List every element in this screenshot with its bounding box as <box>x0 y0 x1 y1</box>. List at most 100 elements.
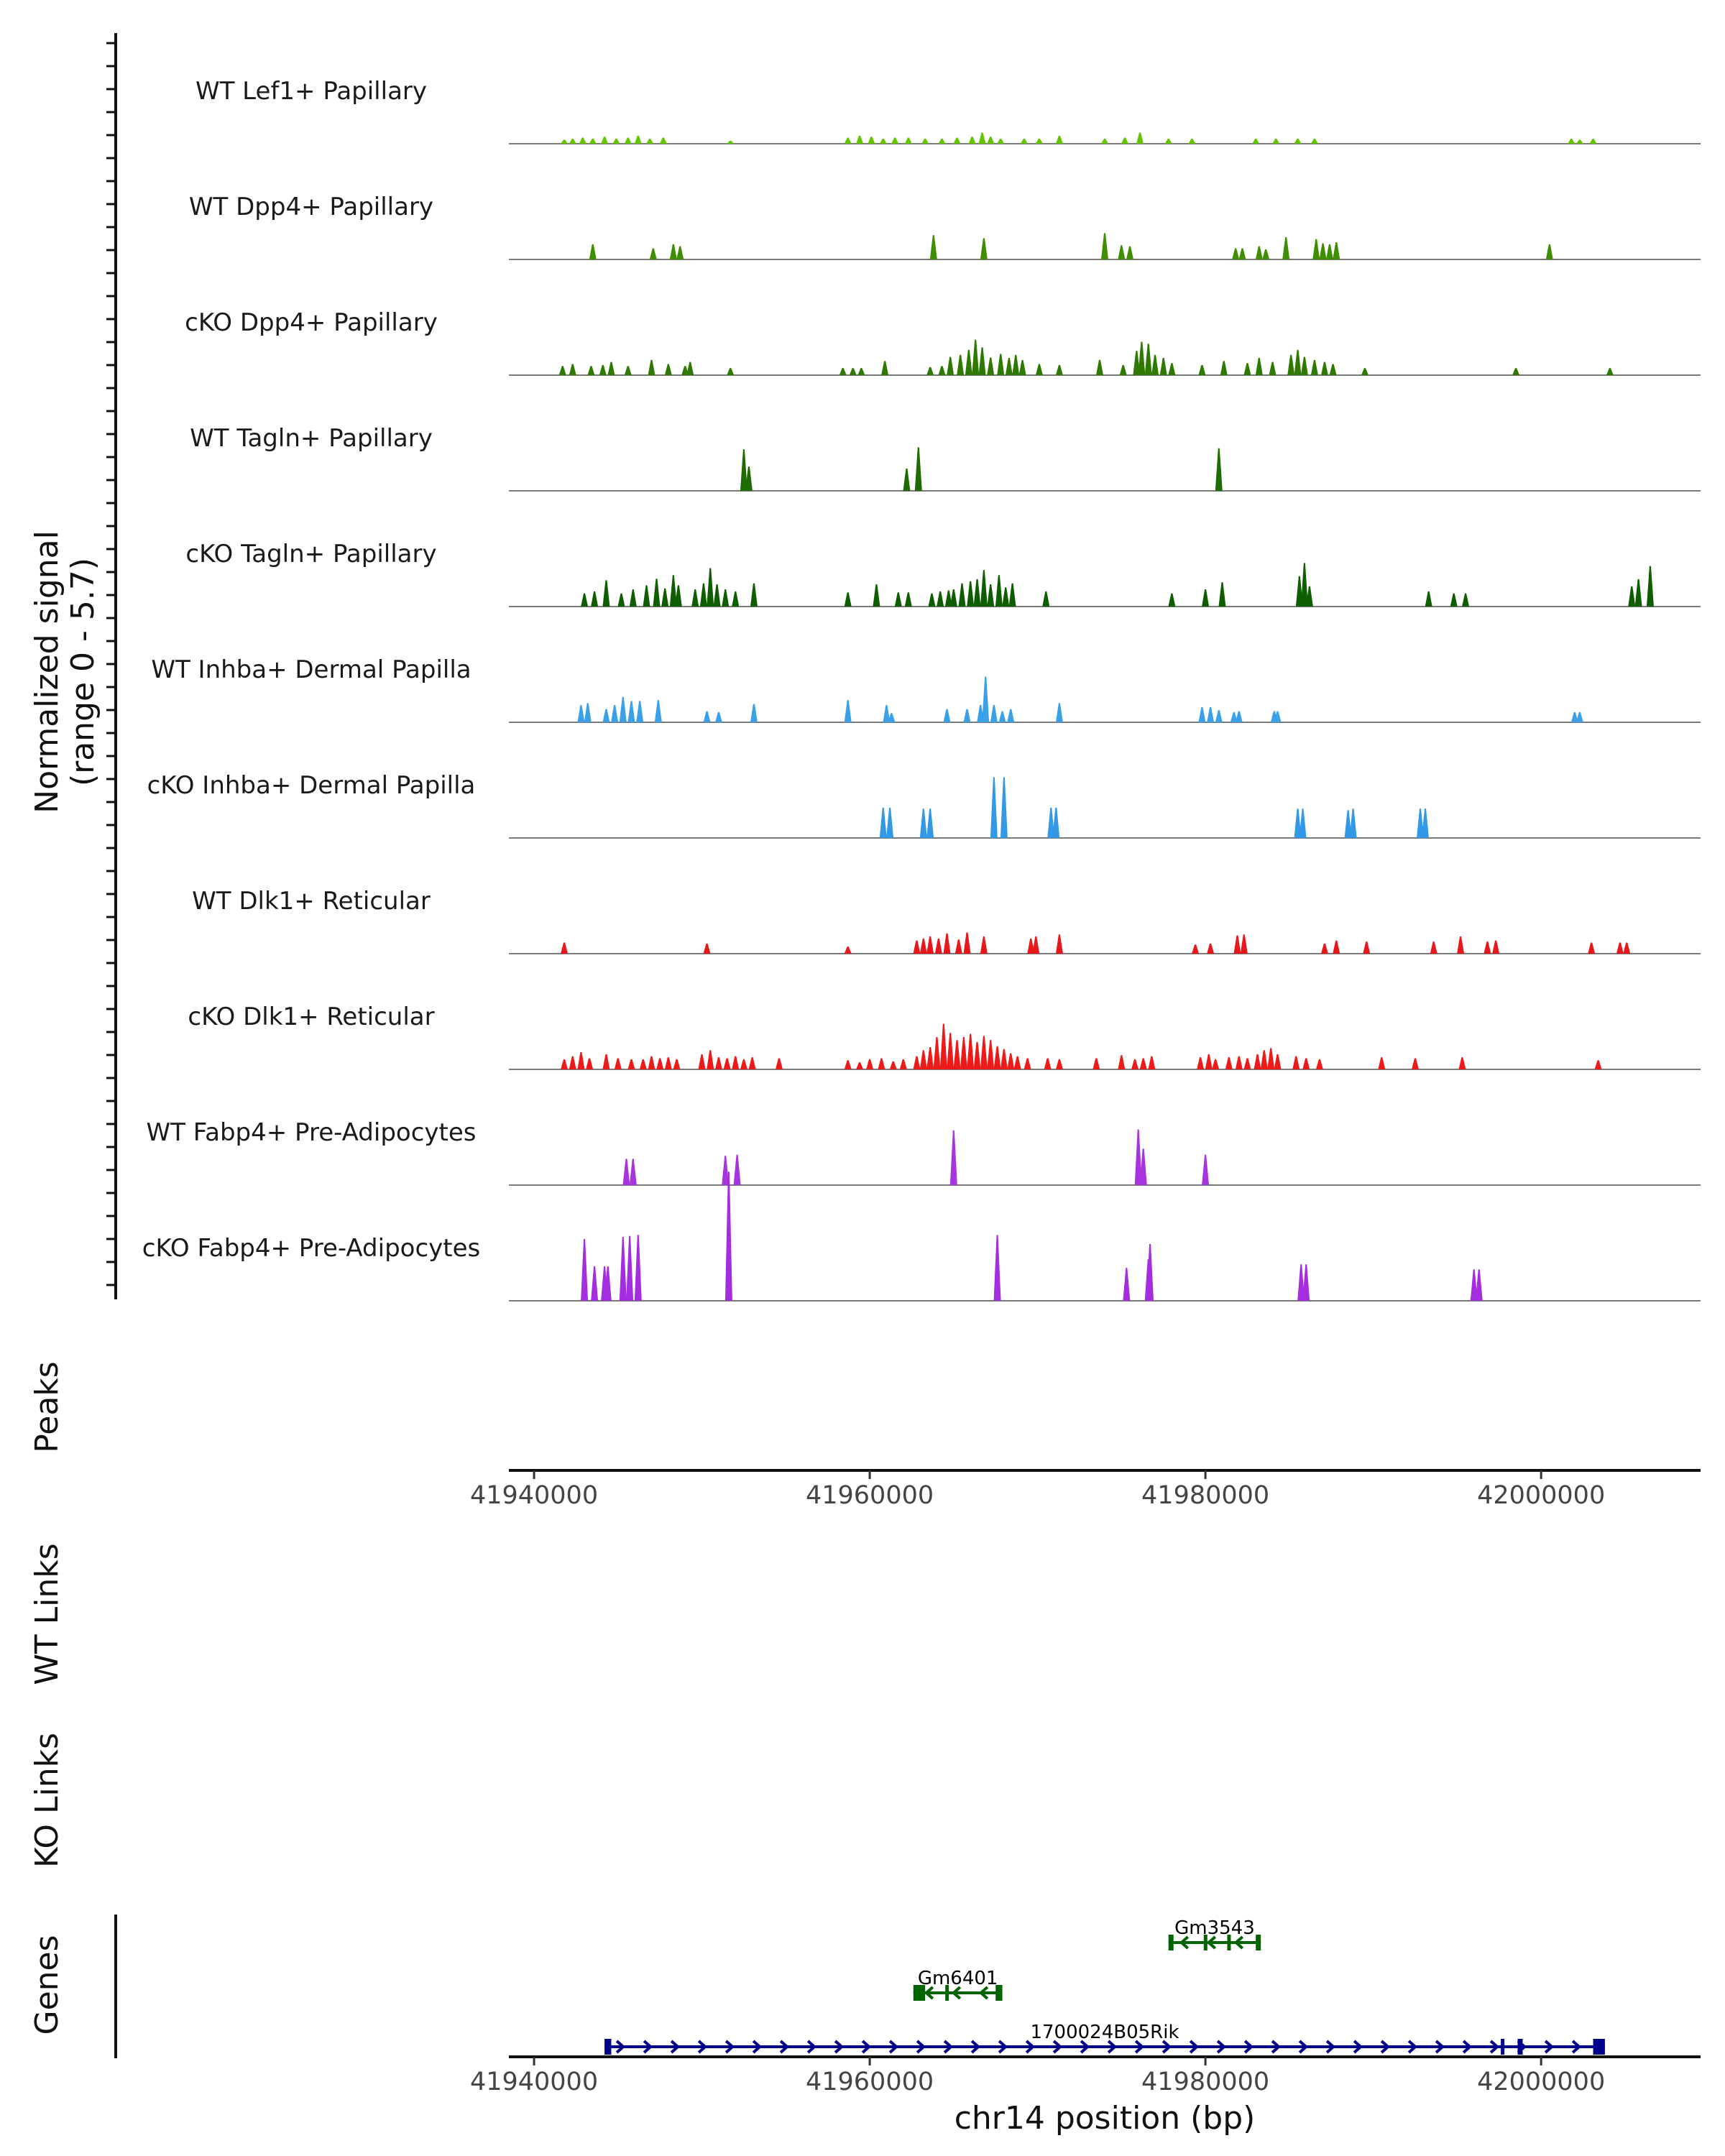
signal-peak <box>1188 138 1196 144</box>
signal-peak <box>954 939 962 954</box>
signal-peak <box>577 705 585 722</box>
signal-peak <box>602 580 610 607</box>
signal-peak <box>599 364 607 375</box>
signal-peak <box>881 361 889 375</box>
signal-peak <box>707 1050 714 1069</box>
signal-peak <box>707 568 714 607</box>
signal-peak <box>1576 711 1583 722</box>
x-tick-label: 42000000 <box>1477 1481 1605 1510</box>
signal-peak <box>558 366 566 375</box>
strand-arrow <box>1080 2040 1090 2054</box>
signal-peak <box>1035 364 1043 375</box>
signal-peak <box>913 940 921 954</box>
signal-peak <box>1092 1058 1100 1069</box>
strand-arrow <box>1380 2040 1391 2054</box>
signal-peak <box>1588 942 1596 954</box>
signal-peak <box>963 709 971 722</box>
signal-peak <box>1576 139 1583 144</box>
signal-peak <box>1136 132 1144 144</box>
signal-peak <box>611 705 619 722</box>
signal-peak <box>673 1059 681 1069</box>
signal-peak <box>1425 591 1432 607</box>
signal-peak <box>968 137 976 144</box>
signal-peak <box>1238 248 1246 259</box>
signal-peak <box>569 1056 576 1069</box>
signal-peak <box>577 1052 585 1069</box>
signal-peak <box>1616 942 1624 954</box>
signal-peak <box>1055 135 1063 144</box>
track-label: cKO Dpp4+ Papillary <box>185 308 438 337</box>
signal-peak <box>629 589 637 607</box>
signal-peak <box>1047 807 1055 838</box>
signal-peak <box>1207 706 1215 722</box>
strand-arrow <box>1162 2040 1172 2054</box>
strand-arrow <box>615 2040 626 2054</box>
signal-peak <box>561 139 569 144</box>
strand-arrow <box>670 2040 681 2054</box>
x-tick-label: 42000000 <box>1477 2068 1605 2096</box>
signal-peak <box>561 1059 569 1069</box>
signal-peak <box>1512 368 1520 375</box>
signal-peak <box>1299 808 1307 838</box>
signal-peak <box>649 248 657 259</box>
x-tick-label: 41960000 <box>806 2068 934 2096</box>
gene-exon <box>1501 2039 1505 2055</box>
strand-arrow <box>643 2040 653 2054</box>
signal-peak <box>1215 710 1223 722</box>
signal-peak <box>1294 138 1302 144</box>
signal-peak <box>904 137 912 144</box>
signal-peak <box>1255 358 1263 375</box>
gene-exon <box>604 2039 612 2055</box>
strand-arrow <box>1233 1935 1244 1950</box>
signal-peak <box>586 1058 594 1069</box>
signal-peak <box>953 137 961 144</box>
signal-peak <box>1274 711 1282 722</box>
signal-peak <box>913 1056 921 1069</box>
signal-peak <box>601 137 609 144</box>
wt-links-title: WT Links <box>29 1543 65 1685</box>
signal-peak <box>1300 563 1308 607</box>
signal-peak <box>993 1235 1001 1301</box>
gene-exon <box>1593 2039 1605 2055</box>
signal-peak <box>1119 364 1127 375</box>
signal-peak <box>1302 1058 1310 1069</box>
signal-peak <box>937 591 944 607</box>
signal-peak <box>569 364 576 375</box>
x-tick-label: 41960000 <box>806 1481 934 1510</box>
strand-arrow <box>1571 2040 1582 2054</box>
signal-peak <box>619 1237 627 1301</box>
x-tick-label: 41980000 <box>1141 1481 1269 1510</box>
signal-peak <box>627 701 635 722</box>
strand-arrow <box>779 2040 790 2054</box>
signal-y-ticks <box>106 42 116 1286</box>
signal-peak <box>1232 248 1240 259</box>
signal-peak <box>1262 249 1270 259</box>
signal-peak <box>926 936 934 954</box>
signal-peak <box>674 585 682 607</box>
signal-peak <box>1329 364 1337 375</box>
peaks-title: Peaks <box>29 1361 65 1452</box>
signal-peak <box>1594 1060 1602 1069</box>
signal-peak <box>934 938 942 954</box>
track-label: cKO Dlk1+ Reticular <box>188 1003 434 1031</box>
signal-peak <box>839 368 847 375</box>
signal-peak <box>713 584 721 607</box>
track-label: cKO Fabp4+ Pre-Adipocytes <box>142 1234 481 1263</box>
signal-peak <box>1267 1048 1275 1069</box>
x-tick-label: 41940000 <box>470 2068 598 2096</box>
signal-peak <box>1568 138 1576 144</box>
signal-peak <box>619 696 627 722</box>
coverage-tracks: WT Lef1+ Papillary WT Dpp4+ Papillary cKO … <box>142 77 1701 1302</box>
signal-peak <box>1002 587 1010 607</box>
signal-peak <box>844 946 852 954</box>
signal-peak <box>589 244 597 259</box>
track-label: WT Inhba+ Dermal Papilla <box>151 655 471 684</box>
signal-peak <box>1212 1059 1220 1069</box>
track-4: WT Tagln+ Papillary <box>190 424 1701 492</box>
y-axis-title: Normalized signal (range 0 - 5.7) <box>29 530 101 814</box>
signal-peak <box>921 138 929 144</box>
signal-peak <box>990 777 998 838</box>
gene-gm3543: Gm3543 <box>1168 1917 1261 1950</box>
strand-arrow <box>1206 1935 1217 1950</box>
signal-peak <box>634 135 642 144</box>
